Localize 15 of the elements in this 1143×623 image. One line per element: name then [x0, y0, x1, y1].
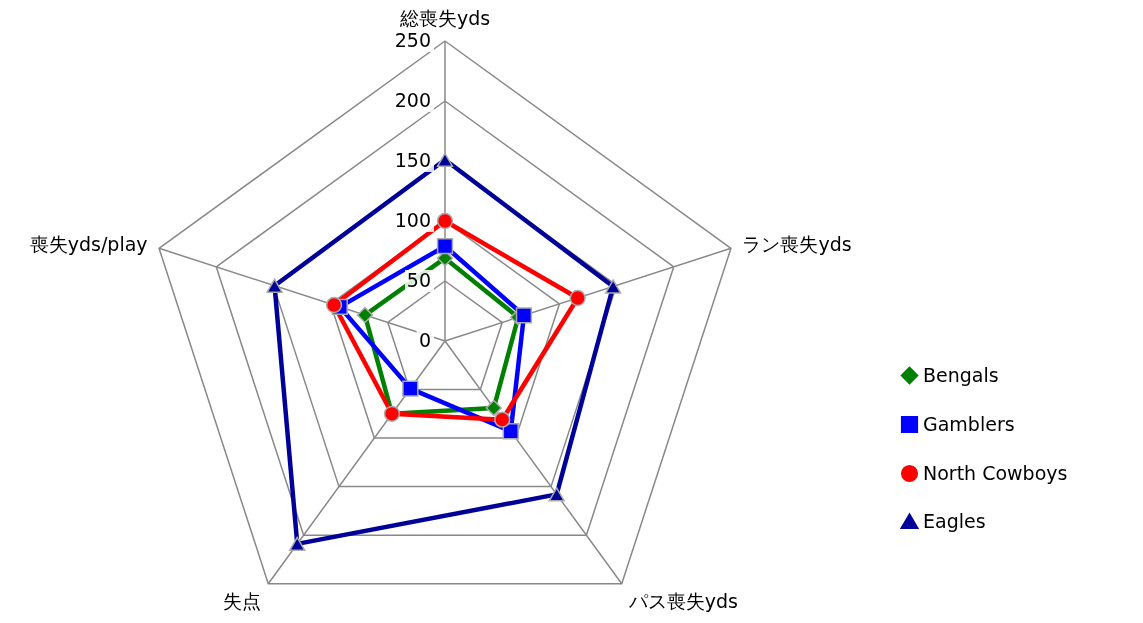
legend-label: Bengals	[923, 363, 999, 386]
legend-label: Gamblers	[923, 412, 1015, 435]
y-tick-label: 200	[394, 89, 431, 111]
legend-label: Eagles	[923, 509, 986, 532]
y-tick-label: 100	[394, 209, 431, 231]
y-tick-label: 0	[418, 329, 431, 351]
spoke-label: ラン喪失yds	[742, 232, 852, 255]
y-tick-label: 50	[406, 269, 431, 291]
spoke-label: 総喪失yds	[398, 7, 491, 29]
spoke-label: 喪失yds/play	[29, 232, 148, 255]
legend-label: North Cowboys	[923, 461, 1068, 484]
y-tick-label: 150	[394, 149, 431, 171]
spoke-label: パス喪失yds	[627, 590, 739, 613]
spoke-label: 失点	[223, 590, 262, 613]
y-tick-label: 250	[394, 29, 431, 51]
